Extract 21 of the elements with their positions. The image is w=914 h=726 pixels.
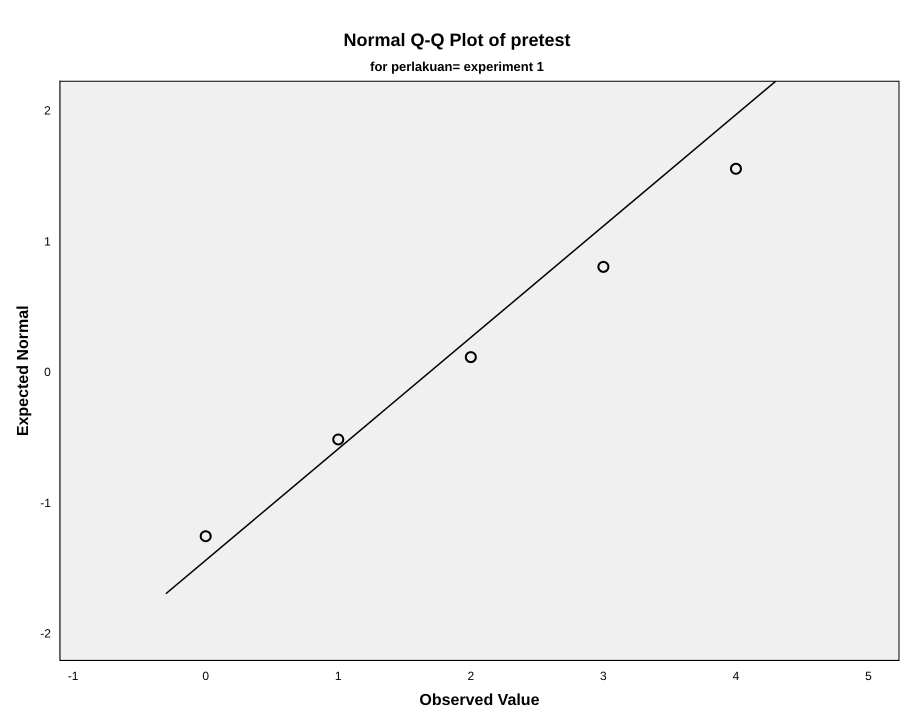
x-tick-label: 3	[600, 668, 608, 683]
x-tick-label: 1	[334, 668, 342, 683]
point	[464, 351, 477, 364]
y-tick-label: 0	[44, 365, 52, 380]
point	[730, 162, 742, 175]
point	[597, 260, 610, 273]
x-tick-label: -1	[68, 668, 79, 683]
chart-subtitle: for perlakuan= experiment 1	[370, 58, 544, 74]
point	[200, 530, 212, 542]
x-tick-label: 0	[202, 668, 210, 683]
y-tick-label: -1	[40, 496, 52, 510]
y-tick-label: 1	[44, 234, 52, 248]
x-axis-title: Observed Value	[419, 692, 540, 709]
y-tick-label: -2	[40, 626, 52, 641]
y-tick-label: 2	[44, 104, 52, 118]
point	[332, 433, 344, 446]
chart-title: Normal Q-Q Plot of pretest	[343, 30, 571, 50]
x-tick-label: 4	[732, 668, 740, 683]
y-axis-title: Expected Normal	[15, 305, 32, 436]
x-tick-label: 5	[865, 668, 872, 683]
x-tick-label: 2	[467, 668, 474, 683]
